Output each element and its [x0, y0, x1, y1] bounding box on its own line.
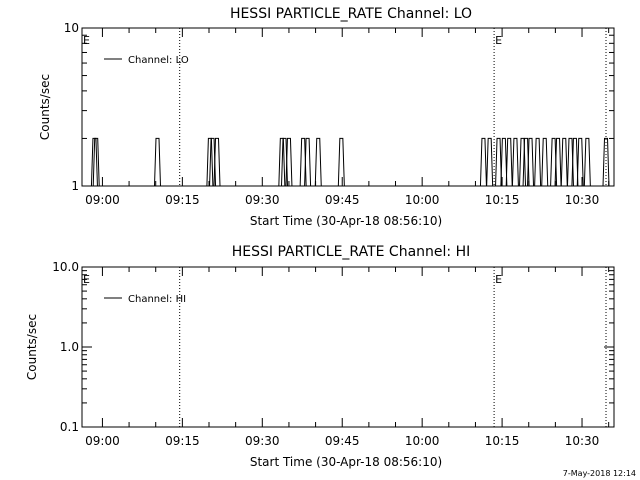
lo-channel-panel: HESSI PARTICLE_RATE Channel: LO Counts/s…: [38, 6, 615, 228]
lo-event-marker-label: E: [495, 34, 502, 47]
lo-y-axis-label: Counts/sec: [38, 74, 52, 140]
hi-x-tick-label: 10:30: [565, 434, 600, 448]
lo-legend: Channel: LO: [104, 55, 189, 66]
lo-spike-mark: [576, 137, 584, 187]
lo-x-tick-label: 10:00: [405, 193, 440, 207]
lo-x-tick-label: 09:45: [325, 193, 360, 207]
lo-spike-mark: [519, 137, 527, 187]
generation-timestamp: 7-May-2018 12:14: [563, 469, 636, 478]
hi-x-tick-label: 10:00: [405, 434, 440, 448]
lo-spike-mark: [534, 137, 542, 187]
lo-spike-mark: [314, 137, 322, 187]
hi-channel-panel: HESSI PARTICLE_RATE Channel: HI Counts/s…: [25, 244, 615, 469]
lo-spike-mark: [213, 137, 221, 187]
hi-y-tick-label: 10.0: [52, 260, 79, 274]
lo-spike-mark: [92, 137, 100, 187]
lo-spike-mark: [500, 137, 508, 187]
lo-spike-mark: [304, 137, 312, 187]
hi-x-tick-label: 09:00: [85, 434, 120, 448]
lo-legend-entry: Channel: LO: [128, 55, 189, 66]
lo-spike-mark: [583, 137, 591, 187]
lo-spike-mark: [486, 137, 494, 187]
hi-y-tick-label: 0.1: [60, 420, 79, 434]
lo-x-axis-label: Start Time (30-Apr-18 08:56:10): [250, 214, 442, 228]
hi-x-tick-label: 09:45: [325, 434, 360, 448]
lo-x-tick-label: 10:30: [565, 193, 600, 207]
lo-spike-mark: [153, 137, 161, 187]
lo-x-tick-label: 10:15: [485, 193, 520, 207]
lo-spike-mark: [337, 137, 345, 187]
hi-event-marker-label: E: [83, 273, 90, 286]
hi-chart-title: HESSI PARTICLE_RATE Channel: HI: [232, 244, 470, 260]
hi-x-tick-label: 10:15: [485, 434, 520, 448]
hi-plot-frame: [81, 266, 615, 428]
lo-spike-mark: [505, 137, 513, 187]
lo-spike-mark: [541, 137, 549, 187]
hi-legend-entry: Channel: HI: [128, 294, 186, 305]
lo-spike-mark: [511, 137, 519, 187]
hi-y-tick-label: 1.0: [60, 340, 79, 354]
lo-plot-frame: [81, 27, 615, 187]
lo-spike-mark: [495, 137, 503, 187]
lo-spike-mark: [554, 137, 562, 187]
lo-spike-mark: [602, 137, 610, 187]
lo-x-tick-label: 09:15: [165, 193, 200, 207]
lo-spike-mark: [560, 137, 568, 187]
lo-spike-mark: [479, 137, 487, 187]
lo-spike-mark: [571, 137, 579, 187]
lo-x-tick-label: 09:30: [245, 193, 280, 207]
hi-x-tick-label: 09:15: [165, 434, 200, 448]
lo-spike-mark: [285, 137, 293, 187]
hi-x-tick-label: 09:30: [245, 434, 280, 448]
lo-chart-title: HESSI PARTICLE_RATE Channel: LO: [230, 6, 472, 22]
hi-x-axis-label: Start Time (30-Apr-18 08:56:10): [250, 455, 442, 469]
lo-event-marker-label: E: [83, 34, 90, 47]
hi-legend: Channel: HI: [104, 294, 186, 305]
hi-y-axis-label: Counts/sec: [25, 314, 39, 380]
lo-y-tick-label: 10: [64, 21, 79, 35]
lo-x-tick-label: 09:00: [85, 193, 120, 207]
hi-event-marker-label: E: [495, 273, 502, 286]
lo-y-tick-label: 1: [71, 179, 79, 193]
lo-spike-mark: [527, 137, 535, 187]
lo-spike-mark: [206, 137, 214, 187]
lo-spike-mark: [278, 137, 286, 187]
